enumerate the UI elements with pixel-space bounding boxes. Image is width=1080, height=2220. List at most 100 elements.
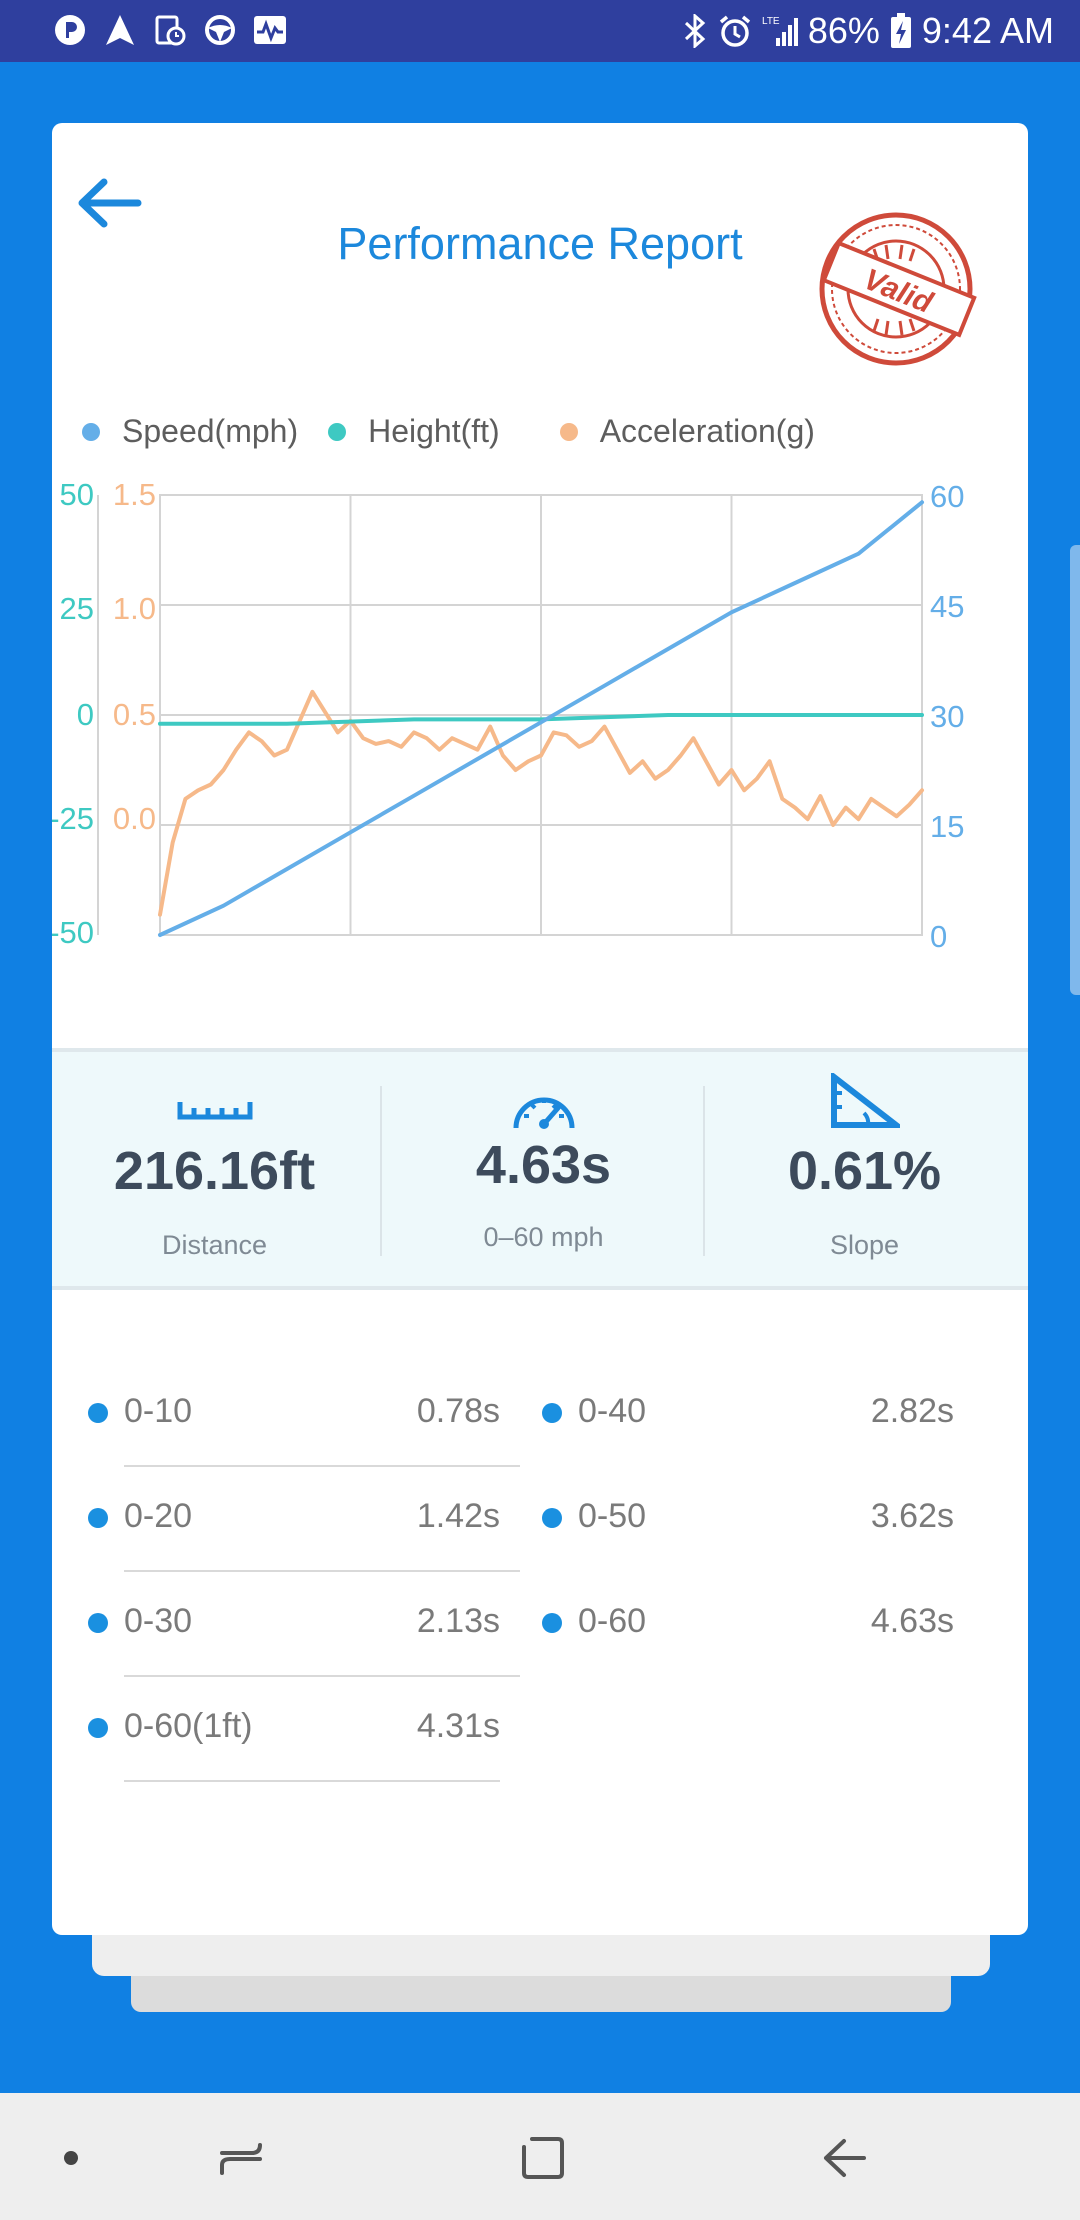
home-icon — [522, 2137, 564, 2179]
split-row: 0-60(1ft) 4.31s — [88, 1678, 500, 1782]
height-axis-tick: 25 — [60, 591, 94, 626]
legend-label: Acceleration(g) — [599, 413, 815, 449]
bullet-icon — [542, 1403, 562, 1423]
acceleration-axis-tick: 1.5 — [113, 477, 156, 512]
height-axis-tick: -25 — [52, 801, 94, 836]
acceleration-axis-tick: 0.0 — [113, 801, 156, 836]
split-value: 0.78s — [416, 1392, 500, 1430]
split-value: 4.63s — [870, 1602, 954, 1640]
split-row: 0-50 3.62s — [542, 1468, 954, 1572]
back-nav-button[interactable] — [810, 2123, 880, 2193]
notification-icons — [52, 12, 288, 48]
legend-dot — [82, 422, 100, 441]
svg-text:LTE: LTE — [762, 16, 780, 27]
split-label: 0-10 — [124, 1392, 193, 1430]
nav-dot-button[interactable] — [36, 2123, 106, 2193]
legend-label: Speed(mph) — [122, 413, 299, 449]
split-row: 0-30 2.13s — [88, 1573, 520, 1677]
legend-item-speed[interactable]: Speed(mph) — [82, 413, 298, 450]
recents-icon — [220, 2143, 262, 2175]
slope-icon — [830, 1073, 900, 1128]
speed-axis-tick: 45 — [930, 589, 964, 624]
stat-label: Slope — [829, 1230, 900, 1260]
page-title: Performance Report — [337, 218, 743, 269]
home-button[interactable] — [508, 2123, 578, 2193]
split-row: 0-40 2.82s — [542, 1363, 954, 1467]
row-divider — [124, 1780, 500, 1782]
legend-dot — [559, 422, 578, 441]
row-divider — [124, 1465, 520, 1467]
split-row: 0-60 4.63s — [542, 1573, 954, 1677]
usage-icon — [152, 12, 188, 48]
stat-value: 216.16ft — [113, 1141, 316, 1201]
stats-panel: 216.16ft Distance 4.63s 0–60 mph — [52, 1048, 1028, 1290]
split-label: 0-50 — [578, 1497, 647, 1535]
acceleration-line — [158, 689, 924, 917]
activity-icon — [252, 12, 288, 48]
stat-value: 0.61% — [787, 1141, 942, 1201]
scrollbar[interactable] — [1070, 545, 1080, 995]
height-axis-tick: 0 — [77, 697, 94, 732]
back-arrow-icon — [78, 178, 142, 228]
split-value: 2.82s — [870, 1392, 954, 1430]
battery-charging-icon — [890, 13, 912, 49]
performance-chart: 50 25 0 -25 -50 1.5 1.0 0.5 0.0 60 45 30 15 0 — [52, 477, 964, 954]
speed-axis-tick: 15 — [930, 809, 964, 844]
stat-label: 0–60 mph — [483, 1222, 604, 1252]
split-value: 4.31s — [416, 1707, 500, 1745]
stat-value: 4.63s — [475, 1135, 612, 1195]
split-row: 0-10 0.78s — [88, 1363, 520, 1467]
navigation-bar — [0, 2093, 1080, 2220]
battery-percentage: 86% — [807, 10, 880, 51]
legend-item-acceleration[interactable]: Acceleration(g) — [559, 413, 815, 450]
bullet-icon — [542, 1508, 562, 1528]
steering-wheel-icon — [202, 12, 238, 48]
bullet-icon — [88, 1403, 108, 1423]
bullet-icon — [88, 1613, 108, 1633]
divider — [703, 1086, 705, 1256]
split-label: 0-60 — [578, 1602, 647, 1640]
height-line — [158, 713, 924, 726]
split-row: 0-20 1.42s — [88, 1468, 520, 1572]
legend-dot — [328, 422, 347, 441]
speed-axis-tick: 0 — [930, 919, 947, 954]
split-label: 0-20 — [124, 1497, 193, 1535]
row-divider — [124, 1675, 520, 1677]
bluetooth-icon — [682, 14, 708, 48]
signal-icon: LTE — [762, 14, 798, 48]
split-value: 2.13s — [416, 1602, 500, 1640]
stat-zero-to-sixty: 4.63s 0–60 mph — [381, 1052, 706, 1286]
alarm-icon — [718, 14, 752, 48]
height-axis-tick: 50 — [60, 477, 94, 512]
split-label: 0-30 — [124, 1602, 193, 1640]
recents-button[interactable] — [206, 2123, 276, 2193]
bullet-icon — [88, 1718, 108, 1738]
navigation-icon — [102, 12, 138, 48]
split-value: 3.62s — [870, 1497, 954, 1535]
chart-legend: Speed(mph) Height(ft) Acceleration(g) — [82, 413, 815, 450]
stat-distance: 216.16ft Distance — [52, 1052, 377, 1286]
legend-item-height[interactable]: Height(ft) — [328, 413, 500, 450]
back-button[interactable] — [74, 173, 144, 233]
acceleration-axis-tick: 0.5 — [113, 697, 156, 732]
bullet-icon — [88, 1508, 108, 1528]
pandora-icon — [52, 12, 88, 48]
stat-label: Distance — [161, 1230, 268, 1260]
legend-label: Height(ft) — [368, 413, 500, 449]
back-icon — [824, 2139, 866, 2177]
divider — [380, 1086, 382, 1256]
split-value: 1.42s — [416, 1497, 500, 1535]
split-label: 0-60(1ft) — [124, 1707, 253, 1745]
dot-icon — [64, 2151, 78, 2165]
clock: 9:42 AM — [921, 10, 1054, 51]
report-card: Performance Report Valid Speed(mph) Heig… — [52, 123, 1028, 1935]
status-bar: LTE 86% 9:42 AM — [0, 0, 1080, 62]
height-axis-tick: -50 — [52, 915, 94, 950]
speedometer-icon — [513, 1097, 574, 1129]
ruler-icon — [177, 1102, 252, 1120]
speed-line — [158, 500, 924, 937]
split-label: 0-40 — [578, 1392, 647, 1430]
speed-axis-tick: 30 — [930, 699, 964, 734]
acceleration-axis-tick: 1.0 — [113, 591, 156, 626]
bullet-icon — [542, 1613, 562, 1633]
